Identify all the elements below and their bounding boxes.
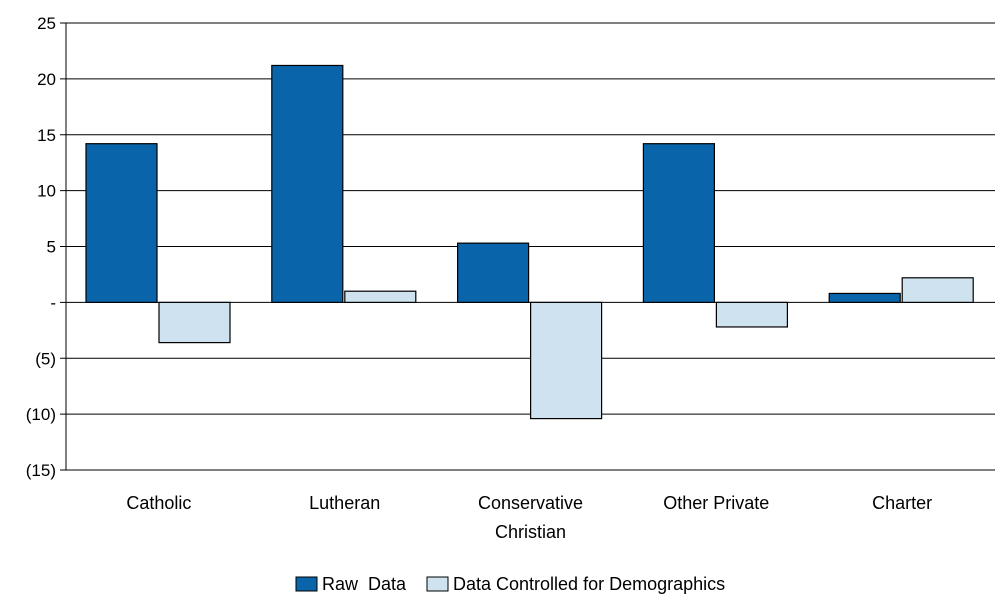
y-tick-label: -: [50, 293, 56, 312]
labels: 25 20 15 10 5 - (5) (10) (15) Catholic Lutheran Con…: [26, 14, 932, 542]
x-category-label: Catholic: [126, 493, 191, 513]
y-tick-label: 5: [47, 238, 56, 257]
legend-swatch: [426, 576, 449, 592]
x-category-label: Lutheran: [309, 493, 380, 513]
y-tick-label: 20: [37, 70, 56, 89]
bar-raw-data: [642, 143, 716, 303]
legend: Raw Data Data Controlled for Demographics: [295, 574, 725, 594]
legend-label: Raw Data: [322, 574, 407, 594]
y-tick-label: (10): [26, 405, 56, 424]
bar-controlled-data: [529, 301, 603, 420]
legend-label: Data Controlled for Demographics: [453, 574, 725, 594]
y-tick-label: (5): [35, 349, 56, 368]
x-category-label: Other Private: [663, 493, 769, 513]
bar-controlled-data: [715, 301, 789, 328]
y-tick-label: 25: [37, 14, 56, 33]
bar-raw-data: [271, 64, 344, 303]
y-tick-label: 10: [37, 182, 56, 201]
y-tick-label: 15: [37, 126, 56, 145]
axes: [60, 22, 67, 471]
bar-controlled-data: [158, 301, 231, 344]
x-category-label: Conservative: [478, 493, 583, 513]
bar-controlled-data: [344, 290, 417, 303]
bar-raw-data: [85, 143, 158, 303]
y-tick-label: (15): [26, 461, 56, 480]
x-category-label: Charter: [872, 493, 932, 513]
x-category-label: Christian: [495, 522, 566, 542]
bar-raw-data: [457, 242, 530, 303]
bars: [85, 64, 974, 420]
legend-swatch: [295, 576, 318, 592]
bar-controlled-data: [901, 277, 974, 303]
bar-raw-data: [828, 292, 901, 303]
